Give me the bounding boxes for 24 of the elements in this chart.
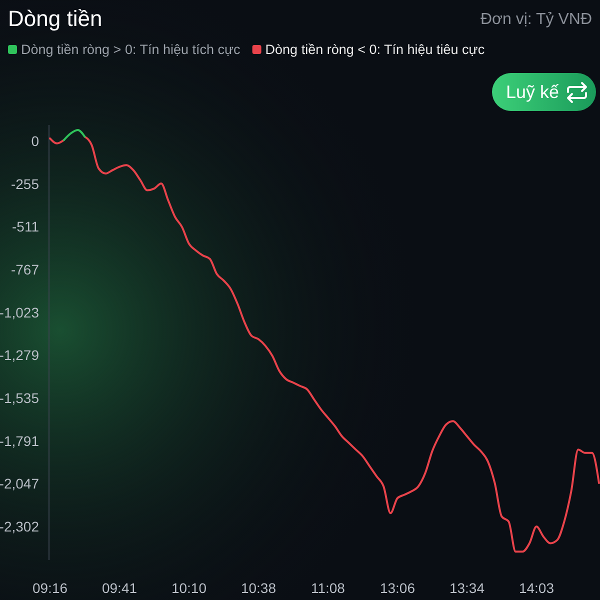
x-tick-label: 14:03 [518, 580, 554, 596]
y-tick-label: -767 [10, 262, 40, 278]
legend-label: Dòng tiền ròng > 0: Tín hiệu tích cực [21, 42, 241, 57]
y-tick-label: -1,535 [0, 390, 40, 406]
x-tick-label: 13:34 [449, 580, 485, 596]
y-tick-label: -2,302 [0, 518, 40, 534]
x-tick-label: 10:38 [240, 580, 276, 596]
y-tick-label: -1,023 [0, 304, 40, 320]
x-tick-label: 09:16 [32, 580, 68, 596]
legend-label: Dòng tiền ròng < 0: Tín hiệu tiêu cực [265, 42, 485, 57]
chart-subtitle: Đơn vị: Tỷ VNĐ [480, 11, 592, 28]
x-tick-label: 11:08 [310, 580, 346, 596]
line-series [62, 129, 86, 142]
chart-title: Dòng tiền [8, 6, 102, 31]
y-tick-label: 0 [31, 133, 40, 150]
y-tick-label: -1,279 [0, 347, 40, 364]
y-tick-label: -255 [10, 176, 40, 192]
y-tick-label: -2,047 [0, 476, 40, 492]
toggle-button: Luỹ kế [492, 73, 596, 111]
x-tick-label: 13:06 [380, 580, 416, 596]
y-tick-label: -1,791 [0, 432, 40, 449]
x-tick-label: 10:10 [171, 580, 207, 596]
y-tick-label: -511 [12, 218, 40, 235]
x-tick-label: 09:41 [102, 580, 138, 596]
